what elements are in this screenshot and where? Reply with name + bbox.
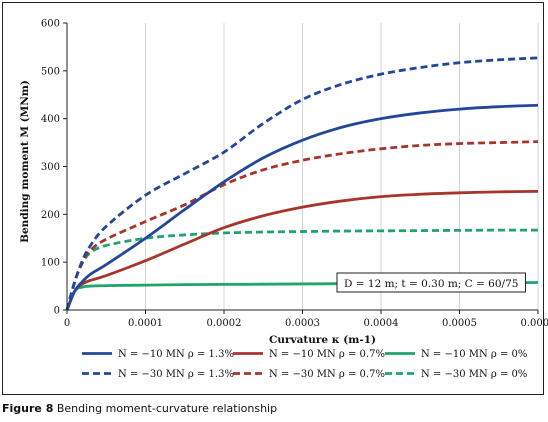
series-line xyxy=(65,140,539,311)
series-line xyxy=(65,189,539,311)
y-tick-label: 600 xyxy=(41,19,60,30)
x-tick-label: 0 xyxy=(64,318,70,329)
legend-label: N = −30 MN ρ = 0.7% xyxy=(269,369,385,380)
y-tick-label: 300 xyxy=(41,162,60,173)
y-tick-label: 200 xyxy=(41,210,60,221)
y-axis-title: Bending moment M (MNm) xyxy=(19,80,31,243)
x-axis-title: Curvature κ (m-1) xyxy=(269,334,376,346)
y-tick-label: 500 xyxy=(41,66,60,77)
caption-text: Bending moment-curvature relationship xyxy=(56,402,278,415)
series-layer xyxy=(65,56,539,311)
figure-caption: Figure 8 Bending moment-curvature relati… xyxy=(2,402,277,415)
annotation-box xyxy=(336,272,526,293)
annotation-layer: D = 12 m; t = 0.30 m; C = 60/75 xyxy=(336,272,526,293)
series-line xyxy=(65,56,539,311)
annotation-text: D = 12 m; t = 0.30 m; C = 60/75 xyxy=(344,278,518,290)
caption-label: Figure 8 xyxy=(2,402,54,415)
grid-layer xyxy=(145,23,539,310)
axis-layer: 0 0.0001 0.0002 0.0003 0.0004 0.0005 0.0006 0 10… xyxy=(41,19,548,330)
x-tick-label: 0.0005 xyxy=(442,318,477,329)
legend-label: N = −10 MN ρ = 1.3% xyxy=(118,349,234,360)
legend-label: N = −30 MN ρ = 1.3% xyxy=(118,369,234,380)
legend: N = −10 MN ρ = 1.3% N = −30 MN ρ = 1.3% N … xyxy=(82,349,527,380)
chart-svg: 0 0.0001 0.0002 0.0003 0.0004 0.0005 0.0006 0 10… xyxy=(19,19,548,381)
x-tick-label: 0.0003 xyxy=(285,318,320,329)
x-tick-label: 0.0004 xyxy=(364,318,399,329)
legend-label: N = −30 MN ρ = 0% xyxy=(421,369,527,380)
y-tick-label: 0 xyxy=(54,306,60,317)
x-tick-label: 0.0001 xyxy=(128,318,163,329)
x-tick-label: 0.0006 xyxy=(521,318,548,329)
x-tick-label: 0.0002 xyxy=(207,318,242,329)
y-tick-label: 400 xyxy=(41,114,60,125)
legend-label: N = −10 MN ρ = 0.7% xyxy=(269,349,385,360)
legend-label: N = −10 MN ρ = 0% xyxy=(421,349,527,360)
y-tick-label: 100 xyxy=(41,258,60,269)
series-line xyxy=(65,103,539,311)
